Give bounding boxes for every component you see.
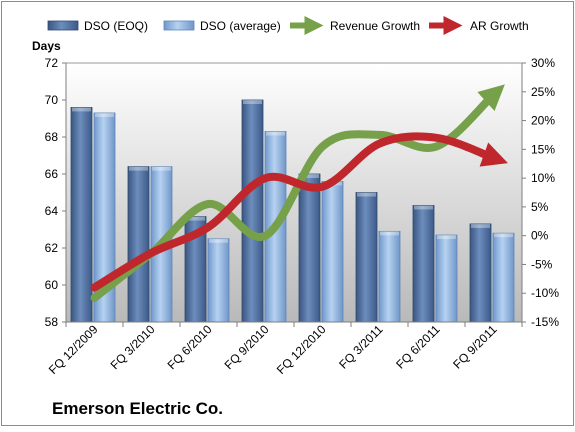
bar-cap-dso-average-fq-9-2011 [494, 233, 513, 238]
legend-swatch-dso-average [163, 20, 195, 31]
left-tick-label-72: 72 [45, 56, 59, 70]
left-tick-label-60: 60 [45, 278, 59, 292]
line-ar-growth [90, 132, 508, 292]
right-tick-label-0: 0% [531, 229, 549, 243]
right-tick-label-5: 5% [531, 200, 549, 214]
bar-dso-average-fq-6-2010 [207, 238, 230, 323]
left-axis-title: Days [32, 39, 61, 53]
bar-cap-dso-eoq-fq-3-2011 [357, 192, 376, 197]
legend: DSO (EOQ) DSO (average) Revenue Growth A… [47, 15, 529, 36]
bar-cap-dso-average-fq-6-2010 [209, 238, 228, 243]
bar-dso-eoq-fq-3-2011 [355, 192, 378, 323]
bar-dso-eoq-fq-3-2010 [127, 166, 150, 323]
right-tick-label-25: 25% [531, 85, 555, 99]
right-tick-label-30: 30% [531, 56, 555, 70]
left-tick-label-58: 58 [45, 315, 59, 329]
bar-cap-dso-eoq-fq-12-2010 [300, 174, 319, 178]
bar-cap-dso-average-fq-3-2010 [152, 166, 171, 171]
bar-dso-average-fq-6-2011 [435, 234, 458, 323]
left-tick-label-68: 68 [45, 130, 59, 144]
right-tick-label-15: 15% [531, 142, 555, 156]
bar-dso-eoq-fq-6-2011 [412, 205, 435, 323]
bar-dso-eoq-fq-9-2011 [469, 223, 492, 323]
legend-swatch-dso-eoq [47, 20, 79, 31]
left-axis-ticks: 58 60 62 64 66 68 70 72 [45, 56, 66, 329]
bar-dso-average-fq-12-2010 [321, 180, 344, 323]
right-tick-label-10: -10% [531, 286, 559, 300]
right-tick-label-15: -15% [531, 315, 559, 329]
bar-cap-dso-eoq-fq-6-2010 [186, 216, 205, 221]
bar-dso-eoq-fq-12-2010 [298, 173, 321, 323]
legend-item-dso-eoq: DSO (EOQ) [47, 19, 148, 33]
legend-label-dso-eoq: DSO (EOQ) [84, 19, 148, 33]
bar-cap-dso-eoq-fq-12-2009 [72, 107, 91, 112]
legend-label-dso-average: DSO (average) [200, 19, 281, 33]
left-tick-label-66: 66 [45, 167, 59, 181]
right-axis-ticks: -15% -10% -5% 0% 5% 10% 15% 20% 25% 30% [522, 56, 559, 329]
bar-cap-dso-eoq-fq-9-2011 [471, 223, 490, 228]
legend-label-revenue-growth: Revenue Growth [330, 19, 420, 33]
bar-cap-dso-average-fq-3-2011 [380, 231, 399, 236]
bar-cap-dso-average-fq-6-2011 [437, 235, 456, 240]
bar-cap-dso-average-fq-9-2010 [266, 131, 285, 136]
bar-cap-dso-eoq-fq-3-2010 [129, 166, 148, 171]
bar-dso-eoq-fq-9-2010 [241, 99, 264, 323]
bar-dso-eoq-fq-12-2009 [70, 107, 93, 323]
left-tick-label-70: 70 [45, 93, 59, 107]
legend-item-ar-growth: AR Growth [429, 15, 529, 36]
legend-label-ar-growth: AR Growth [470, 19, 529, 33]
bar-dso-average-fq-3-2011 [378, 230, 401, 323]
company-name: Emerson Electric Co. [52, 399, 223, 418]
bar-cap-dso-eoq-fq-9-2010 [243, 100, 262, 104]
bar-cap-dso-average-fq-12-2009 [95, 112, 114, 117]
bar-cap-dso-eoq-fq-6-2011 [414, 205, 433, 210]
left-tick-label-62: 62 [45, 241, 59, 255]
bars-layer [70, 99, 515, 323]
right-tick-label-20: 20% [531, 114, 555, 128]
bar-dso-average-fq-9-2011 [492, 232, 515, 323]
right-tick-label-10: 10% [531, 171, 555, 185]
right-tick-label-5: -5% [531, 257, 553, 271]
left-tick-label-64: 64 [45, 204, 59, 218]
lines-layer [90, 84, 508, 302]
legend-item-revenue-growth: Revenue Growth [290, 15, 420, 36]
legend-item-dso-average: DSO (average) [163, 19, 281, 33]
